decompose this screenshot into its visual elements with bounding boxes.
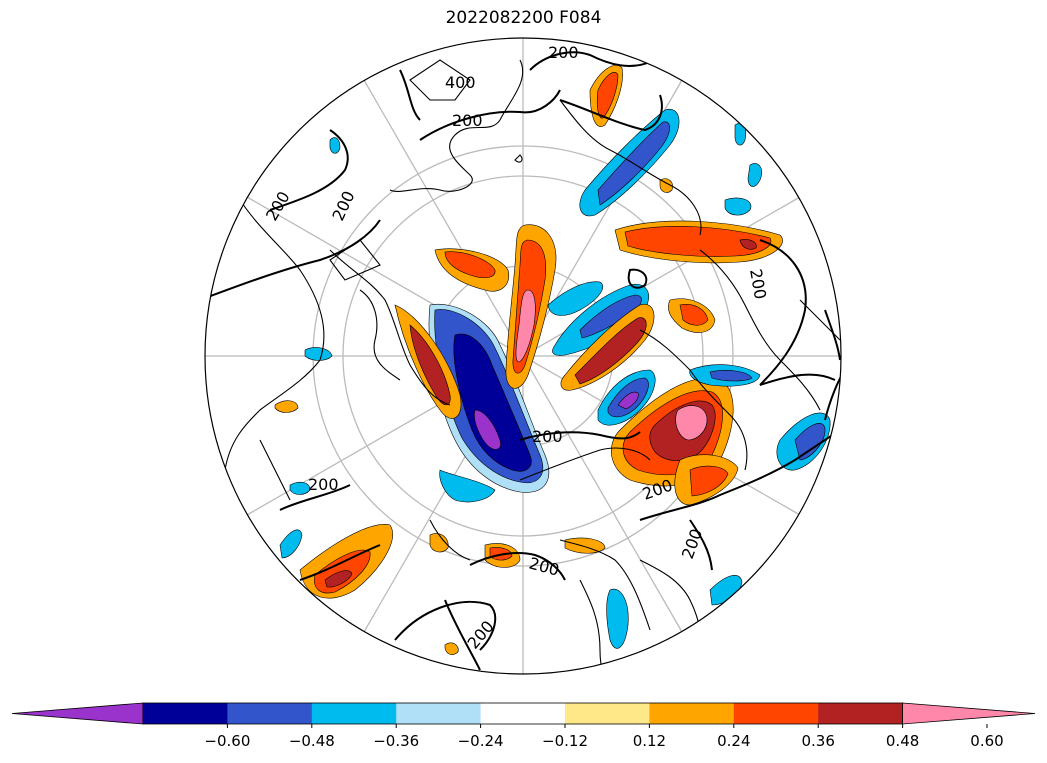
colorbar-segment [227, 703, 313, 724]
colorbar-outline [142, 702, 903, 725]
colorbar-tick-label: 0.48 [885, 732, 920, 750]
colorbar-segment [480, 703, 566, 724]
colorbar-tick-label: −0.24 [457, 732, 504, 750]
contour-label: 200 [262, 188, 294, 224]
contour-label: 200 [452, 111, 483, 130]
shaded-field [274, 64, 831, 655]
contour-label: 400 [445, 73, 476, 92]
contour-label: 200 [328, 188, 358, 224]
height-contours [205, 51, 841, 671]
colorbar-segment [565, 703, 650, 724]
colorbar-segment [649, 703, 735, 724]
contour-label: 200 [532, 427, 563, 446]
colorbar-tick-label: 0.12 [632, 732, 667, 750]
map-boundary [204, 37, 842, 675]
colorbar-segment [733, 703, 819, 724]
chart-title: 2022082200 F084 [445, 8, 602, 28]
contour-label: 200 [548, 43, 579, 62]
colorbar-segment [311, 703, 397, 724]
colorbar-segment [818, 703, 904, 724]
colorbar-tick-label: 0.24 [717, 732, 751, 750]
colorbar-tick-label: −0.48 [288, 732, 335, 750]
colorbar-tick-label: −0.60 [204, 732, 251, 750]
colorbar-extend-high [902, 702, 1036, 725]
contour-label: 200 [527, 554, 561, 580]
contour-label: 200 [746, 267, 770, 300]
colorbar-extend-low [11, 702, 144, 725]
colorbar-tick-label: 0.36 [801, 732, 835, 750]
colorbar-tick-label: −0.36 [373, 732, 420, 750]
polar-stereographic-map: 200 400 200 200 200 200 200 200 200 200 … [204, 37, 842, 675]
colorbar-tick-label: −0.12 [542, 732, 588, 750]
colorbar-segment [396, 703, 482, 724]
colorbar-segment [143, 703, 228, 724]
contour-label: 200 [678, 526, 706, 561]
contour-label: 200 [308, 475, 339, 494]
colorbar-tick-label: 0.60 [970, 732, 1004, 750]
